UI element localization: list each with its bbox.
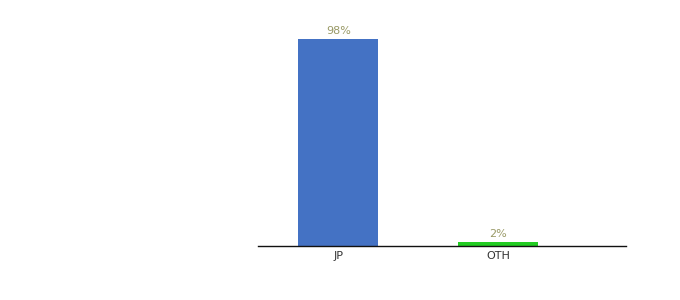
- Text: 2%: 2%: [489, 229, 507, 238]
- Text: 98%: 98%: [326, 26, 351, 36]
- Bar: [299, 39, 378, 246]
- Bar: [458, 242, 538, 246]
